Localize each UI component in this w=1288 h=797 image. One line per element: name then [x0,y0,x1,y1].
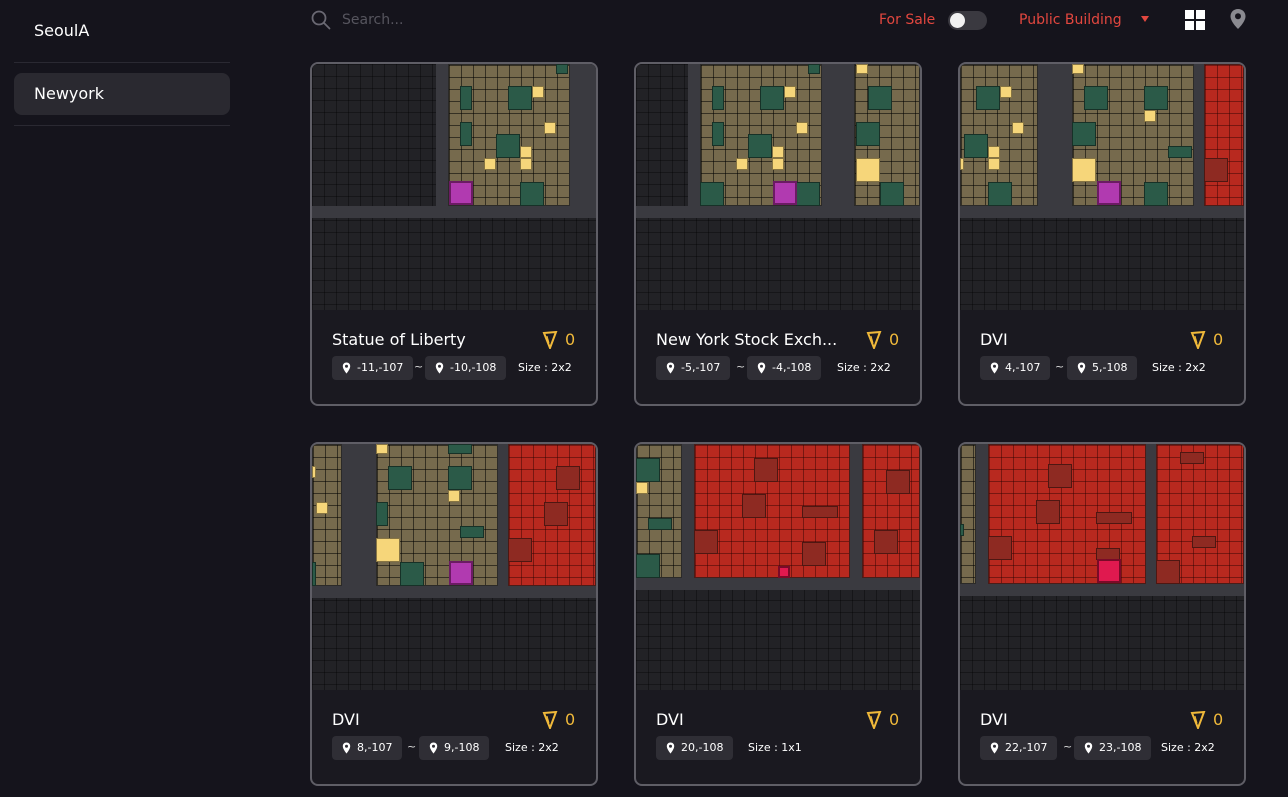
location-pin-icon [342,362,351,374]
coord-from-badge: -11,-107 [332,356,414,380]
card-price: 0 [565,710,576,729]
search-input[interactable] [342,8,642,32]
location-pin-icon [666,362,675,374]
city-sidebar: SeoulA Newyork [0,0,244,797]
coord-to-badge: 23,-108 [1074,736,1152,760]
divider [14,125,230,126]
card-title: Statue of Liberty [332,330,466,349]
range-separator: ~ [736,360,746,373]
card-title: DVI [656,710,684,729]
harp-icon [866,331,882,349]
size-label: Size : 2x2 [837,361,891,374]
toggle-knob [950,13,965,28]
size-label: Size : 2x2 [1161,741,1215,754]
map-thumbnail [636,64,920,310]
category-dropdown[interactable]: Public Building [1019,12,1122,28]
coord-to-text: 5,-108 [1092,361,1128,374]
card-title: New York Stock Exch... [656,330,838,349]
card-title: DVI [332,710,360,729]
harp-icon [542,331,558,349]
map-thumbnail [960,64,1244,310]
coord-to-badge: -10,-108 [425,356,507,380]
range-separator: ~ [407,740,417,753]
card-price: 0 [1213,330,1224,349]
coord-to-text: -4,-108 [772,361,812,374]
harp-icon [1190,711,1206,729]
location-pin-icon [429,742,438,754]
card-title: DVI [980,330,1008,349]
coord-from-badge: 20,-108 [656,736,734,760]
location-pin-icon [435,362,444,374]
harp-icon [1190,331,1206,349]
caret-down-icon[interactable] [1141,16,1149,22]
map-thumbnail [312,64,596,310]
coord-from-text: 22,-107 [1005,741,1048,754]
coord-to-badge: 9,-108 [419,736,490,760]
property-card[interactable]: DVI 0 22,-107 ~ 23,-108 Size : 2x2 [958,442,1246,786]
range-separator: ~ [1063,740,1073,753]
search-icon [311,10,331,30]
location-pin-icon [990,742,999,754]
map-thumbnail [636,444,920,690]
city-item-newyork[interactable]: Newyork [14,73,230,115]
coord-to-badge: -4,-108 [747,356,822,380]
coord-from-text: 8,-107 [357,741,393,754]
coord-to-text: 9,-108 [444,741,480,754]
location-pin-icon [757,362,766,374]
card-title: DVI [980,710,1008,729]
coord-from-text: -5,-107 [681,361,721,374]
location-pin-icon [666,742,675,754]
map-pin-icon[interactable] [1229,8,1247,30]
location-pin-icon [1077,362,1086,374]
card-price: 0 [1213,710,1224,729]
coord-to-text: -10,-108 [450,361,497,374]
harp-icon [866,711,882,729]
location-pin-icon [990,362,999,374]
for-sale-label: For Sale [879,12,936,28]
property-card[interactable]: DVI 0 20,-108 Size : 1x1 [634,442,922,786]
size-label: Size : 1x1 [748,741,802,754]
coord-from-text: -11,-107 [357,361,404,374]
card-price: 0 [565,330,576,349]
coord-to-badge: 5,-108 [1067,356,1138,380]
coord-from-text: 20,-108 [681,741,724,754]
map-thumbnail [960,444,1244,690]
divider [14,62,230,63]
location-pin-icon [1084,742,1093,754]
size-label: Size : 2x2 [505,741,559,754]
range-separator: ~ [414,360,424,373]
coord-from-badge: 4,-107 [980,356,1051,380]
property-card[interactable]: DVI 0 4,-107 ~ 5,-108 Size : 2x2 [958,62,1246,406]
grid-view-icon[interactable] [1185,10,1205,30]
coord-to-text: 23,-108 [1099,741,1142,754]
coord-from-badge: -5,-107 [656,356,731,380]
size-label: Size : 2x2 [1152,361,1206,374]
property-card[interactable]: New York Stock Exch... 0 -5,-107 ~ -4,-1… [634,62,922,406]
coord-from-badge: 22,-107 [980,736,1058,760]
card-price: 0 [889,330,900,349]
location-pin-icon [342,742,351,754]
coord-from-text: 4,-107 [1005,361,1041,374]
city-item-seoula[interactable]: SeoulA [34,21,90,40]
for-sale-toggle[interactable] [948,11,987,30]
size-label: Size : 2x2 [518,361,572,374]
property-card[interactable]: Statue of Liberty 0 -11,-107 ~ -10,-108 … [310,62,598,406]
range-separator: ~ [1055,360,1065,373]
card-price: 0 [889,710,900,729]
coord-from-badge: 8,-107 [332,736,403,760]
property-card[interactable]: DVI 0 8,-107 ~ 9,-108 Size : 2x2 [310,442,598,786]
map-thumbnail [312,444,596,690]
harp-icon [542,711,558,729]
